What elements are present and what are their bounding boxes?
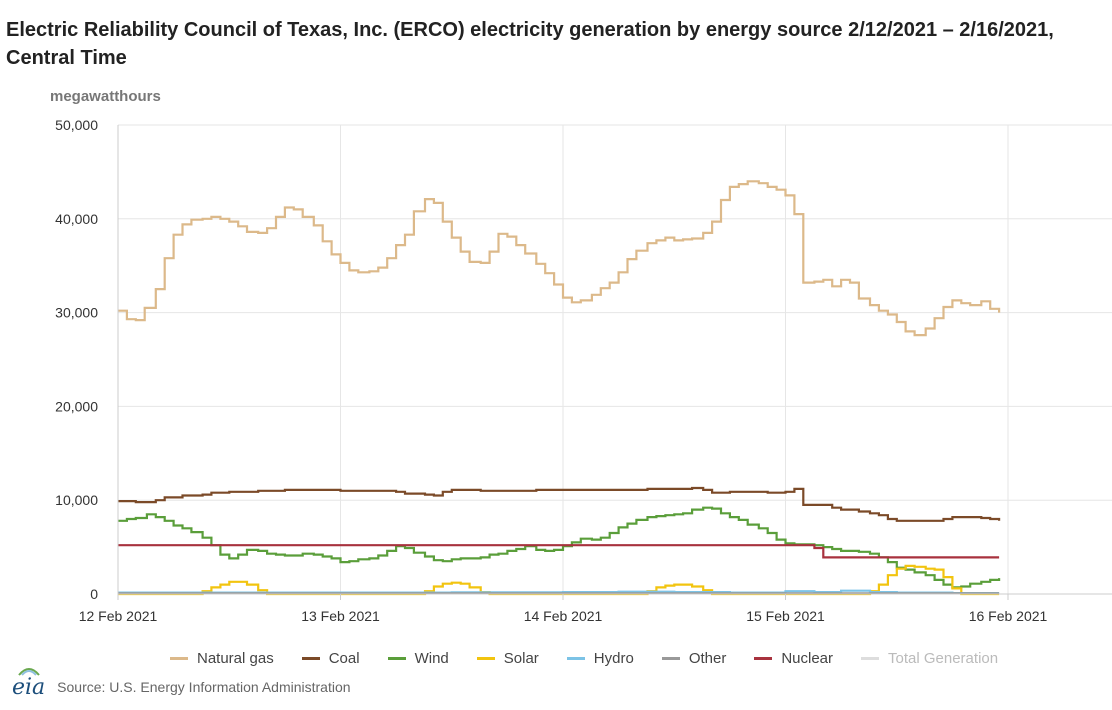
legend-item-total-generation[interactable]: Total Generation [861,650,998,667]
legend-item-hydro[interactable]: Hydro [566,649,634,667]
legend-swatch-icon [476,656,495,660]
series-line-coal [118,486,1001,522]
x-tick-label: 13 Feb 2021 [301,608,380,624]
series-line-natural-gas [118,180,1001,337]
chart-title: Electric Reliability Council of Texas, I… [6,19,1054,69]
eia-logo-arc-icon [18,667,40,676]
legend-swatch-icon [754,656,773,660]
legend: Natural gas Coal Wind Solar Hydro Other Nuclea… [170,648,1026,668]
legend-label: Coal [328,649,360,667]
legend-item-other[interactable]: Other [661,649,727,667]
chart-svg: 0 10,000 20,000 30,000 40,000 50,000 12 Feb 20… [55,117,1112,624]
legend-swatch-icon [566,656,585,660]
legend-item-coal[interactable]: Coal [301,649,360,667]
legend-label: Other [688,649,727,667]
series-layer [118,180,1001,596]
legend-label: Wind [414,649,449,667]
footer: eia Source: U.S. Energy Information Admi… [12,667,351,700]
legend-swatch-icon [387,656,406,660]
source-note: Source: U.S. Energy Information Administ… [57,679,351,695]
legend-swatch-icon [861,656,880,660]
legend-label: Solar [503,649,539,667]
legend-label: Nuclear [781,649,834,667]
y-tick-label: 0 [90,586,98,602]
legend-label: Total Generation [888,649,999,667]
legend-swatch-icon [170,656,188,660]
series-line-nuclear [118,544,1000,559]
legend-label: Hydro [593,649,634,667]
grid-layer [117,124,1112,594]
y-tick-label: 20,000 [55,398,98,414]
eia-logo-text: eia [12,674,46,700]
legend-label: Natural gas [197,649,274,667]
axis-layer: 0 10,000 20,000 30,000 40,000 50,000 12 Feb 20… [55,117,1112,624]
y-axis-unit-label: megawatthours [50,88,161,105]
eia-logo: eia [12,667,46,700]
x-tick-label: 14 Feb 2021 [524,608,603,624]
legend-item-nuclear[interactable]: Nuclear [754,650,833,667]
legend-swatch-icon [661,656,680,660]
series-line-wind [118,506,1001,589]
x-tick-label: 16 Feb 2021 [969,608,1048,624]
legend-item-natural-gas[interactable]: Natural gas [170,650,274,667]
y-tick-label: 30,000 [55,305,98,321]
y-tick-label: 40,000 [55,211,98,227]
legend-swatch-icon [301,656,320,660]
x-tick-label: 15 Feb 2021 [746,608,825,624]
legend-item-solar[interactable]: Solar [476,649,539,667]
legend-item-wind[interactable]: Wind [387,649,449,667]
y-tick-label: 10,000 [55,492,98,508]
y-tick-label: 50,000 [55,117,98,133]
x-tick-label: 12 Feb 2021 [79,608,158,624]
